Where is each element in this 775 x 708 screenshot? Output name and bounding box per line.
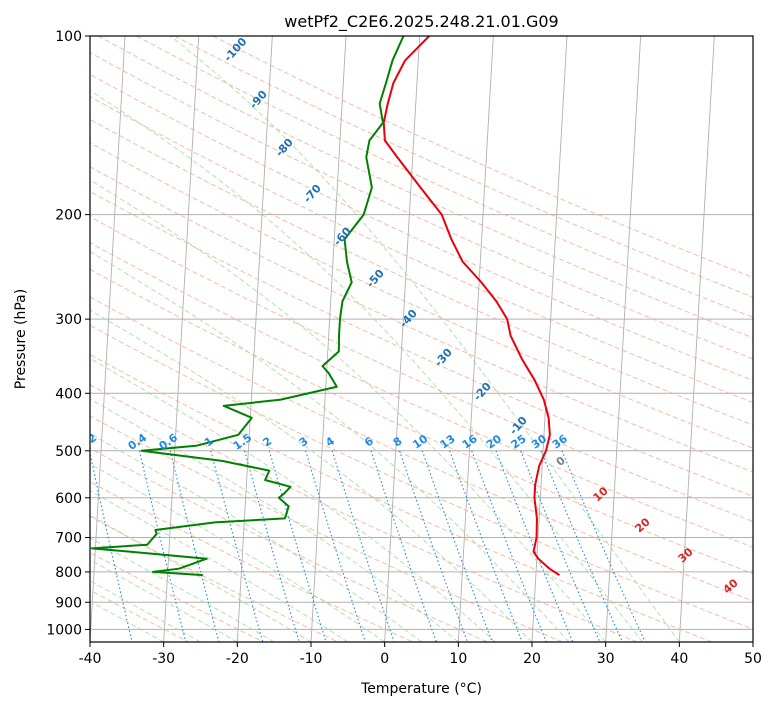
x-tick-label: 10	[449, 651, 467, 667]
moist-adiabat-line	[90, 357, 496, 642]
y-tick-label: 500	[55, 444, 82, 460]
y-tick-label: 1000	[46, 622, 82, 638]
y-tick-label: 100	[55, 29, 82, 45]
mixing-ratio-label: 0.2	[76, 431, 99, 453]
moist-adiabat-line	[90, 251, 570, 642]
dry-adiabat-line	[98, 36, 753, 339]
isotherm-line	[531, 36, 568, 642]
moist-adiabat-line	[90, 537, 275, 642]
moist-adiabat-line	[90, 89, 643, 642]
dry-adiabat-line	[90, 166, 753, 473]
plot-background	[90, 36, 753, 642]
dry-adiabat-line	[90, 353, 712, 642]
mixing-ratio-line	[520, 450, 601, 642]
dry-adiabat-line	[90, 589, 190, 642]
mixing-ratio-line	[370, 450, 437, 642]
plot-frame	[89, 35, 754, 643]
y-tick-label: 700	[55, 531, 82, 547]
dry-adiabat-line	[90, 73, 753, 382]
chart-title: wetPf2_C2E6.2025.248.21.01.G09	[284, 12, 558, 32]
mixing-ratio-line	[244, 450, 300, 642]
mixing-ratio-line	[305, 450, 366, 642]
isotherm-line	[384, 36, 421, 642]
dry-adiabat-line	[90, 242, 753, 548]
isotherm-line	[236, 36, 273, 642]
mixing-ratio-label: 0.1	[29, 431, 52, 453]
mixing-ratio-line	[210, 450, 264, 642]
x-axis-title: Temperature (°C)	[360, 681, 482, 697]
x-tick-label: 0	[380, 651, 389, 667]
mixing-ratio-line	[138, 450, 187, 642]
mixing-ratio-line	[471, 450, 547, 642]
y-axis-title: Pressure (hPa)	[13, 289, 29, 389]
y-tick-label: 600	[55, 491, 82, 507]
x-tick-label: -30	[152, 651, 175, 667]
y-tick-label: 300	[55, 312, 82, 328]
mixing-ratio-line	[449, 450, 523, 642]
x-tick-label: 30	[597, 651, 615, 667]
x-tick-label: -40	[79, 651, 102, 667]
dry-adiabat-line	[90, 96, 753, 404]
dry-adiabat-line	[90, 142, 753, 449]
dry-adiabat-line	[90, 551, 264, 642]
dry-adiabat-line	[90, 415, 563, 642]
isotherm-line	[457, 36, 494, 642]
mixing-ratio-line	[169, 450, 220, 642]
x-tick-label: 40	[670, 651, 688, 667]
x-tick-label: -20	[226, 651, 249, 667]
axis-layer: -40 -30 -20 -10 0 10 20 30 40 50 100 200 300 400 500 60…	[46, 29, 762, 667]
dry-adiabat-line	[90, 268, 753, 575]
moist-adiabat-line	[170, 36, 680, 642]
moist-adiabat-line	[90, 309, 533, 642]
y-tick-label: 900	[55, 595, 82, 611]
x-tick-label: 20	[523, 651, 541, 667]
dry-adiabat-line	[90, 216, 753, 523]
isotherm-line	[310, 36, 347, 642]
y-tick-label: 400	[55, 386, 82, 402]
y-tick-label: 200	[55, 208, 82, 224]
moist-adiabat-line	[90, 463, 385, 642]
x-tick-label: 50	[744, 651, 762, 667]
temperature-profile-line	[382, 36, 560, 576]
isotherm-line	[752, 634, 753, 642]
dewpoint-profile-line	[90, 36, 405, 577]
mixing-ratio-line	[331, 450, 395, 642]
isotherm-line	[163, 36, 200, 642]
moist-adiabat-line	[90, 432, 422, 642]
moist-adiabat-line	[90, 179, 607, 642]
y-tick-label: 800	[55, 565, 82, 581]
grid-layer	[90, 36, 753, 642]
isotherm-line	[605, 36, 642, 642]
dry-adiabat-line	[90, 324, 753, 630]
x-tick-label: -10	[300, 651, 323, 667]
isotherm-line	[678, 36, 715, 642]
dry-adiabat-line	[136, 36, 753, 318]
data-layer	[90, 36, 560, 577]
mixing-ratio-line	[495, 450, 574, 642]
mixing-ratio-line	[90, 450, 133, 642]
moist-adiabat-line	[90, 398, 459, 642]
